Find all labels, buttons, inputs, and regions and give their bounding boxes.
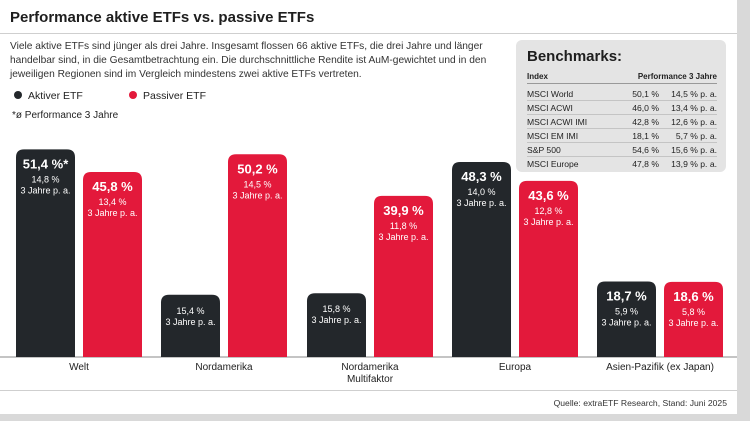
x-tick-label: Nordamerika bbox=[195, 362, 253, 373]
benchmark-pa: 13,4 % p. a. bbox=[671, 103, 717, 113]
benchmark-row: MSCI ACWI 46,0 % 13,4 % p. a. bbox=[527, 102, 717, 115]
source-note: Quelle: extraETF Research, Stand: Juni 2… bbox=[553, 398, 727, 408]
bar-sub-label: 3 Jahre p. a. bbox=[523, 217, 573, 227]
bar-sub-label: 3 Jahre p. a. bbox=[311, 315, 361, 325]
infographic-panel: Performance aktive ETFs vs. passive ETFs… bbox=[0, 0, 737, 414]
bar-sub-label: 5,8 % bbox=[682, 307, 705, 317]
bar-passive bbox=[519, 180, 578, 357]
benchmark-pct: 47,8 % bbox=[632, 159, 659, 169]
benchmark-name: S&P 500 bbox=[527, 145, 561, 155]
bar-value-label: 18,7 % bbox=[606, 288, 647, 303]
bar-sub-label: 14,8 % bbox=[31, 174, 59, 184]
benchmark-name: MSCI ACWI IMI bbox=[527, 117, 588, 127]
benchmarks-title: Benchmarks: bbox=[527, 48, 623, 65]
benchmark-pa: 13,9 % p. a. bbox=[671, 159, 717, 169]
benchmarks-col-perf: Performance 3 Jahre bbox=[637, 72, 717, 81]
benchmark-pct: 42,8 % bbox=[632, 117, 659, 127]
bar-value-label: 48,3 % bbox=[461, 169, 502, 184]
benchmarks-box: Benchmarks: Index Performance 3 Jahre MS… bbox=[516, 40, 726, 172]
bar-value-label: 51,4 %* bbox=[23, 156, 69, 171]
bar-value-label: 39,9 % bbox=[383, 203, 424, 218]
benchmark-pa: 12,6 % p. a. bbox=[671, 117, 717, 127]
x-tick-label: Asien-Pazifik (ex Japan) bbox=[606, 362, 714, 373]
bar-sub-label: 3 Jahre p. a. bbox=[668, 318, 718, 328]
benchmark-name: MSCI Europe bbox=[527, 159, 579, 169]
bar-sub-label: 3 Jahre p. a. bbox=[20, 185, 70, 195]
bar-value-label: 50,2 % bbox=[237, 161, 278, 176]
intro-text: Viele aktive ETFs sind jünger als drei J… bbox=[10, 41, 487, 80]
x-tick-label: Welt bbox=[69, 362, 89, 373]
bar-sub-label: 3 Jahre p. a. bbox=[232, 190, 282, 200]
benchmark-row: MSCI Europe 47,8 % 13,9 % p. a. bbox=[527, 158, 717, 170]
bar-passive bbox=[83, 172, 142, 357]
benchmark-row: S&P 500 54,6 % 15,6 % p. a. bbox=[527, 144, 717, 157]
bar-chart: 51,4 %*14,8 %3 Jahre p. a. 45,8 %13,4 %3 … bbox=[0, 149, 737, 385]
bar-sub-label: 12,8 % bbox=[534, 206, 562, 216]
bar-passive bbox=[664, 281, 723, 357]
bar-sub-label: 14,0 % bbox=[467, 187, 495, 197]
x-tick-label: Europa bbox=[499, 362, 532, 373]
benchmark-pct: 54,6 % bbox=[632, 145, 659, 155]
bar-passive bbox=[228, 154, 287, 357]
bar-active bbox=[161, 294, 220, 357]
benchmark-pa: 5,7 % p. a. bbox=[675, 131, 717, 141]
bar-sub-label: 3 Jahre p. a. bbox=[601, 317, 651, 327]
benchmark-pct: 50,1 % bbox=[632, 89, 659, 99]
legend-item-active: Aktiver ETF bbox=[14, 90, 83, 102]
bar-passive bbox=[374, 195, 433, 357]
bar-value-label: 43,6 % bbox=[528, 188, 569, 203]
x-tick-label: Nordamerika bbox=[341, 362, 399, 373]
bar-value-label: 15,8 % bbox=[322, 304, 350, 314]
bar-active bbox=[16, 149, 75, 357]
source-divider bbox=[0, 390, 737, 391]
bar-value-label: 45,8 % bbox=[92, 179, 133, 194]
benchmark-name: MSCI EM IMI bbox=[527, 131, 579, 141]
bar-sub-label: 3 Jahre p. a. bbox=[165, 317, 215, 327]
bar-sub-label: 3 Jahre p. a. bbox=[456, 198, 506, 208]
bar-active bbox=[307, 293, 366, 357]
bar-sub-label: 14,5 % bbox=[243, 179, 271, 189]
benchmark-pct: 18,1 % bbox=[632, 131, 659, 141]
legend-label-active: Aktiver ETF bbox=[28, 90, 83, 102]
benchmarks-col-index: Index bbox=[527, 72, 548, 81]
page-title: Performance aktive ETFs vs. passive ETFs bbox=[10, 9, 315, 26]
footnote: *ø Performance 3 Jahre bbox=[12, 110, 119, 121]
x-tick-label: Multifaktor bbox=[347, 374, 394, 385]
benchmark-row: MSCI World 50,1 % 14,5 % p. a. bbox=[527, 88, 717, 101]
bar-active bbox=[452, 161, 511, 357]
benchmark-pct: 46,0 % bbox=[632, 103, 659, 113]
bar-sub-label: 5,9 % bbox=[615, 306, 638, 316]
bar-sub-label: 13,4 % bbox=[98, 197, 126, 207]
bar-value-label: 18,6 % bbox=[673, 289, 714, 304]
benchmark-name: MSCI World bbox=[527, 89, 574, 99]
benchmark-row: MSCI EM IMI 18,1 % 5,7 % p. a. bbox=[527, 130, 717, 143]
legend-label-passive: Passiver ETF bbox=[143, 90, 207, 102]
title-divider bbox=[0, 33, 737, 34]
bar-sub-label: 3 Jahre p. a. bbox=[87, 208, 137, 218]
benchmarks-header: Index Performance 3 Jahre bbox=[527, 72, 717, 84]
legend-swatch-passive bbox=[129, 91, 137, 100]
benchmark-name: MSCI ACWI bbox=[527, 103, 573, 113]
legend-item-passive: Passiver ETF bbox=[129, 90, 206, 102]
bar-value-label: 15,4 % bbox=[176, 306, 204, 316]
benchmark-row: MSCI ACWI IMI 42,8 % 12,6 % p. a. bbox=[527, 116, 717, 129]
bar-active bbox=[597, 281, 656, 357]
benchmark-pa: 14,5 % p. a. bbox=[671, 89, 717, 99]
benchmark-pa: 15,6 % p. a. bbox=[671, 145, 717, 155]
bar-sub-label: 3 Jahre p. a. bbox=[378, 232, 428, 242]
bar-sub-label: 11,8 % bbox=[390, 221, 417, 231]
legend-swatch-active bbox=[14, 91, 22, 100]
